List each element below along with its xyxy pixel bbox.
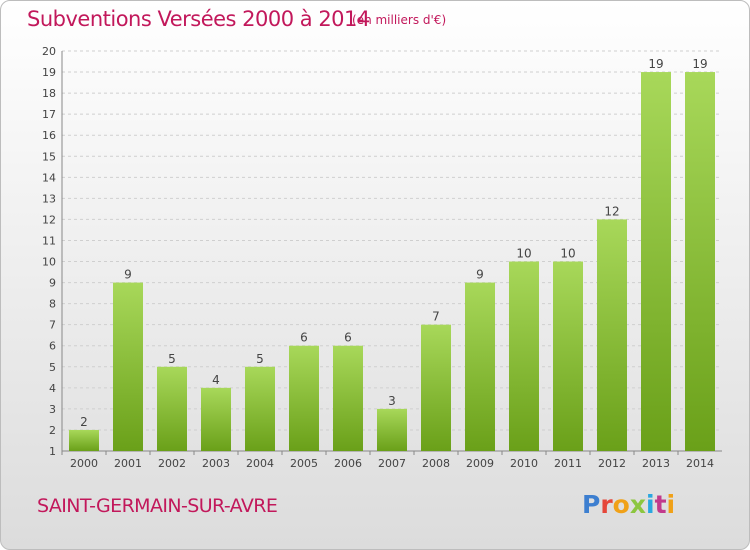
- proxiti-logo: Proxiti: [582, 490, 675, 519]
- bar: [553, 261, 583, 451]
- x-tick-label: 2013: [642, 457, 670, 470]
- y-tick-label: 16: [42, 129, 56, 142]
- x-tick-label: 2014: [686, 457, 714, 470]
- y-tick-label: 12: [42, 213, 56, 226]
- y-tick-label: 20: [42, 45, 56, 58]
- bar: [201, 387, 231, 451]
- x-tick-label: 2003: [202, 457, 230, 470]
- y-tick-label: 4: [49, 382, 56, 395]
- y-tick-label: 19: [42, 66, 56, 79]
- logo-letter: i: [646, 490, 655, 519]
- data-label: 5: [168, 352, 176, 366]
- x-tick-label: 2009: [466, 457, 494, 470]
- y-tick-label: 2: [49, 424, 56, 437]
- y-tick-label: 9: [49, 277, 56, 290]
- x-tick-label: 2012: [598, 457, 626, 470]
- logo-letter: r: [600, 490, 613, 519]
- data-label: 7: [432, 310, 440, 324]
- y-tick-label: 10: [42, 256, 56, 269]
- logo-letter: i: [666, 490, 676, 519]
- data-label: 3: [388, 394, 396, 408]
- x-tick-label: 2007: [378, 457, 406, 470]
- data-label: 9: [476, 268, 484, 282]
- x-tick-label: 2001: [114, 457, 142, 470]
- y-tick-label: 18: [42, 87, 56, 100]
- bar: [509, 261, 539, 451]
- data-label: 10: [516, 247, 531, 261]
- chart-title: Subventions Versées 2000 à 2014: [27, 7, 370, 31]
- y-tick-label: 13: [42, 192, 56, 205]
- chart-unit-note: (en milliers d'€): [352, 13, 447, 27]
- bar: [597, 219, 627, 451]
- x-tick-label: 2008: [422, 457, 450, 470]
- logo-letter: P: [582, 490, 601, 519]
- commune-name: SAINT-GERMAIN-SUR-AVRE: [37, 495, 278, 517]
- data-label: 12: [604, 204, 619, 218]
- data-label: 4: [212, 373, 220, 387]
- bar: [685, 72, 715, 451]
- bar: [333, 345, 363, 451]
- bar: [113, 282, 143, 451]
- data-label: 6: [344, 331, 352, 345]
- data-label: 10: [560, 247, 575, 261]
- y-tick-label: 7: [49, 319, 56, 332]
- y-tick-label: 8: [49, 298, 56, 311]
- y-tick-label: 6: [49, 340, 56, 353]
- data-label: 9: [124, 268, 132, 282]
- bar: [69, 429, 99, 451]
- x-tick-label: 2000: [70, 457, 98, 470]
- y-tick-label: 3: [49, 403, 56, 416]
- bar: [245, 366, 275, 451]
- y-tick-label: 5: [49, 361, 56, 374]
- y-tick-label: 17: [42, 108, 56, 121]
- x-tick-label: 2010: [510, 457, 538, 470]
- bar: [641, 72, 671, 451]
- logo-letter: t: [654, 490, 667, 519]
- x-tick-label: 2002: [158, 457, 186, 470]
- x-tick-label: 2005: [290, 457, 318, 470]
- data-label: 19: [648, 57, 663, 71]
- y-tick-label: 14: [42, 171, 56, 184]
- bar: [289, 345, 319, 451]
- data-label: 19: [692, 57, 707, 71]
- logo-letter: o: [612, 490, 630, 519]
- y-tick-label: 11: [42, 234, 56, 247]
- bar: [377, 408, 407, 451]
- x-tick-label: 2006: [334, 457, 362, 470]
- data-label: 6: [300, 331, 308, 345]
- y-tick-label: 15: [42, 150, 56, 163]
- bar: [157, 366, 187, 451]
- x-tick-label: 2011: [554, 457, 582, 470]
- y-tick-label: 1: [49, 445, 56, 458]
- data-label: 5: [256, 352, 264, 366]
- bar: [465, 282, 495, 451]
- data-label: 2: [80, 415, 88, 429]
- x-tick-label: 2004: [246, 457, 274, 470]
- logo-letter: x: [629, 490, 646, 519]
- bar: [421, 324, 451, 451]
